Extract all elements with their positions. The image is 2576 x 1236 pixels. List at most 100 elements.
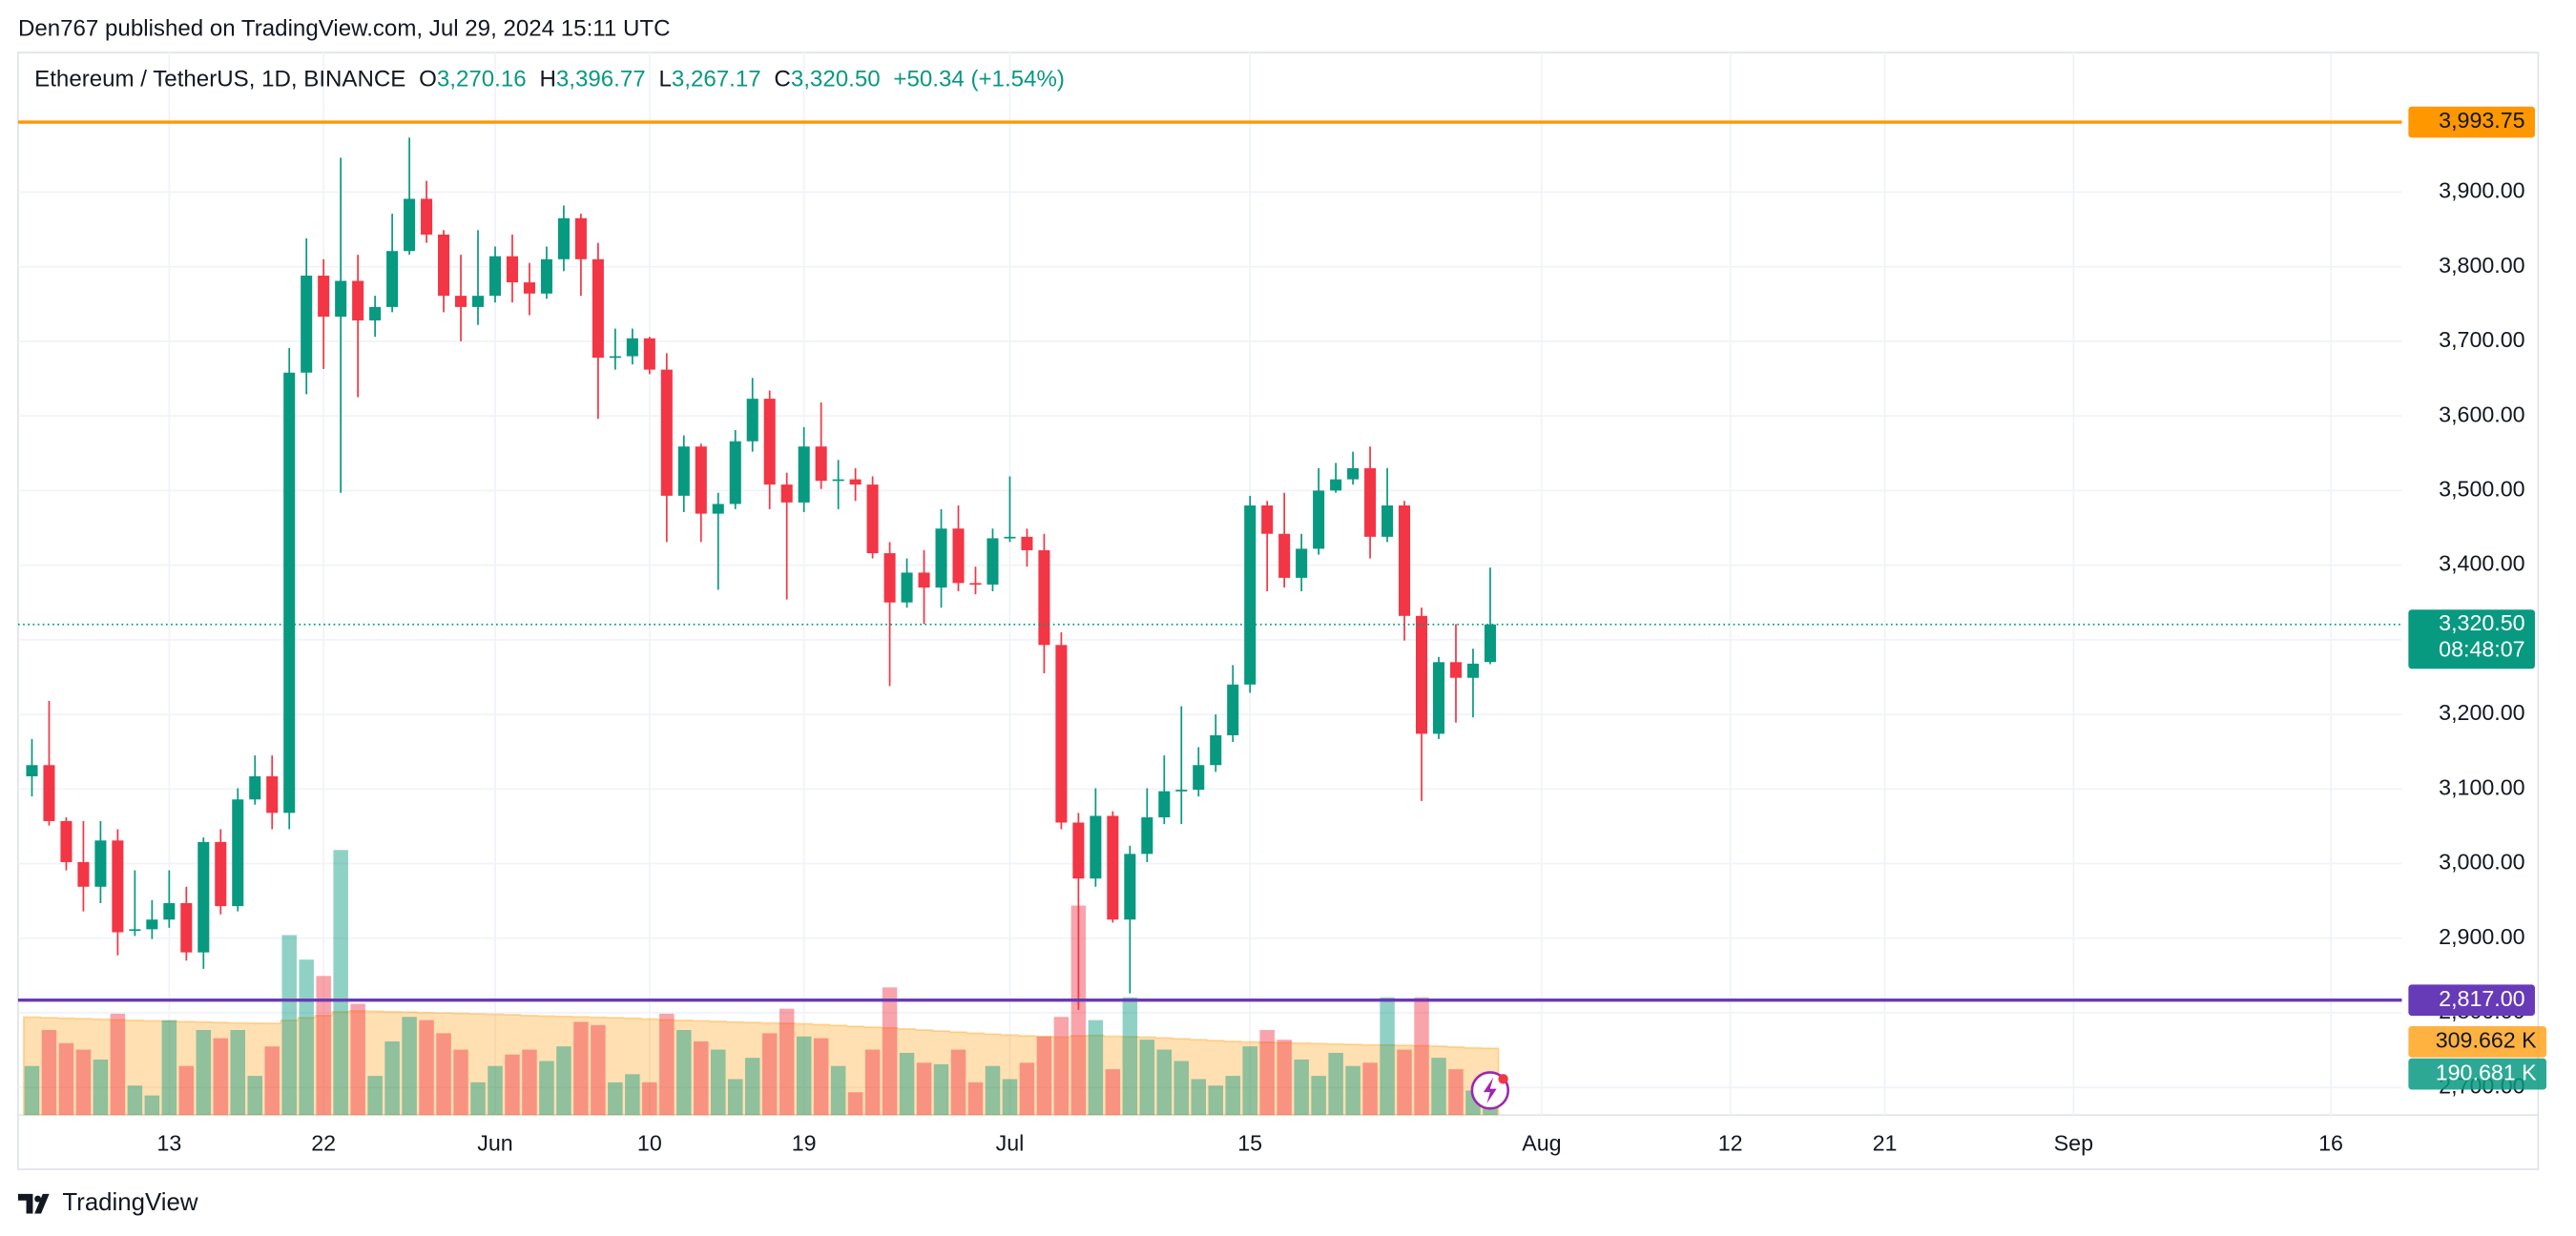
candle-body — [1296, 548, 1308, 578]
candle-body — [352, 280, 364, 320]
volume-bar — [608, 1082, 623, 1116]
volume-bar — [1019, 1062, 1035, 1116]
volume-bar — [727, 1079, 743, 1116]
candle-body — [1038, 549, 1050, 646]
y-tick-label: 3,400.00 — [2439, 551, 2525, 576]
candle-body — [146, 919, 158, 930]
volume-bar — [1122, 997, 1138, 1116]
x-tick-label: 10 — [637, 1130, 662, 1155]
candle-body — [1072, 822, 1085, 879]
candle-body — [918, 572, 930, 588]
candle-body — [746, 399, 758, 442]
volume-bar — [796, 1036, 812, 1116]
volume-ma-area — [23, 1010, 1500, 1116]
plot-pane — [17, 137, 2402, 1116]
candle-body — [488, 256, 502, 297]
volume-label: 190.681 K — [2436, 1060, 2537, 1084]
volume-bar — [676, 1030, 692, 1116]
x-tick-label: 12 — [1718, 1130, 1743, 1155]
x-tick-label: 16 — [2318, 1130, 2343, 1155]
volume-bar — [436, 1033, 451, 1116]
candle-body — [1090, 815, 1102, 879]
candle-body — [1175, 790, 1188, 792]
volume-bar — [93, 1059, 109, 1116]
candle-body — [849, 479, 862, 485]
volume-bar — [453, 1049, 468, 1116]
published-caption: Den767 published on TradingView.com, Jul… — [18, 15, 671, 41]
candle-body — [1449, 662, 1463, 678]
countdown-label: 08:48:07 — [2439, 636, 2524, 661]
volume-bar — [1294, 1059, 1309, 1116]
x-tick-label: 21 — [1873, 1130, 1898, 1155]
y-tick-label: 3,000.00 — [2439, 850, 2525, 875]
candle-body — [763, 399, 776, 485]
candle-body — [455, 296, 467, 307]
candle-body — [421, 198, 433, 236]
candle-body — [1399, 505, 1411, 616]
candle-body — [626, 338, 638, 357]
legend-change: +50.34 (+1.54%) — [893, 67, 1065, 93]
volume-bar — [711, 1049, 726, 1116]
candle-body — [1432, 662, 1445, 734]
candle-body — [643, 338, 655, 370]
last-price-box — [2408, 609, 2535, 670]
candle-body — [695, 446, 707, 514]
candle-body — [471, 296, 485, 307]
candle-body — [301, 276, 313, 373]
candle-body — [1466, 663, 1479, 678]
y-tick-label: 3,700.00 — [2439, 327, 2525, 352]
legend-key: O — [419, 67, 437, 93]
volume-bar — [1414, 997, 1429, 1116]
candle-body — [523, 282, 535, 294]
volume-bar — [384, 1040, 400, 1116]
y-tick-label: 3,800.00 — [2439, 253, 2525, 278]
volume-bar — [1448, 1069, 1464, 1116]
volume-bar — [58, 1042, 74, 1116]
volume-bar — [110, 1013, 126, 1116]
volume-bar — [505, 1054, 520, 1116]
volume-bar — [813, 1038, 829, 1116]
y-tick-label: 2,900.00 — [2439, 924, 2525, 949]
volume-bar — [1259, 1030, 1275, 1116]
volume-bar — [247, 1076, 262, 1116]
volume-bar — [1431, 1058, 1446, 1116]
volume-bar — [659, 1013, 675, 1116]
volume-bar — [779, 1008, 795, 1116]
volume-bar — [316, 976, 331, 1116]
candle-body — [1107, 815, 1119, 920]
volume-bar — [1225, 1076, 1240, 1116]
candle-body — [987, 538, 999, 585]
level-label-box — [2408, 106, 2535, 138]
volume-bar — [1328, 1052, 1343, 1116]
candle-body — [129, 929, 141, 932]
candle-body — [266, 776, 279, 814]
candle-body — [660, 369, 673, 496]
volume-bar — [761, 1033, 778, 1116]
volume-bar — [950, 1049, 966, 1116]
legend-key: C — [774, 67, 790, 93]
candle-body — [163, 903, 176, 920]
volume-bar — [1380, 997, 1395, 1116]
footer-brand: TradingView — [62, 1189, 197, 1216]
candle-body — [935, 528, 947, 588]
candle-body — [506, 256, 519, 283]
legend-value: 3,396.77 — [556, 67, 646, 93]
y-tick-label: 3,900.00 — [2439, 178, 2525, 203]
volume-bar — [178, 1065, 195, 1116]
level-label: 2,817.00 — [2439, 986, 2525, 1011]
candle-body — [1261, 505, 1274, 534]
candle-body — [609, 356, 621, 359]
volume-bar — [24, 1065, 40, 1116]
candle-body — [249, 776, 261, 800]
candle-body — [1278, 533, 1291, 578]
candle-body — [952, 528, 965, 584]
volume-bar — [1174, 1061, 1190, 1116]
candle-body — [1415, 615, 1428, 734]
x-tick-label: Aug — [1522, 1130, 1561, 1155]
candle-body — [197, 841, 210, 953]
candle-body — [1244, 505, 1257, 685]
candle-body — [404, 198, 416, 252]
volume-bar — [299, 959, 314, 1116]
candle-body — [832, 479, 844, 482]
